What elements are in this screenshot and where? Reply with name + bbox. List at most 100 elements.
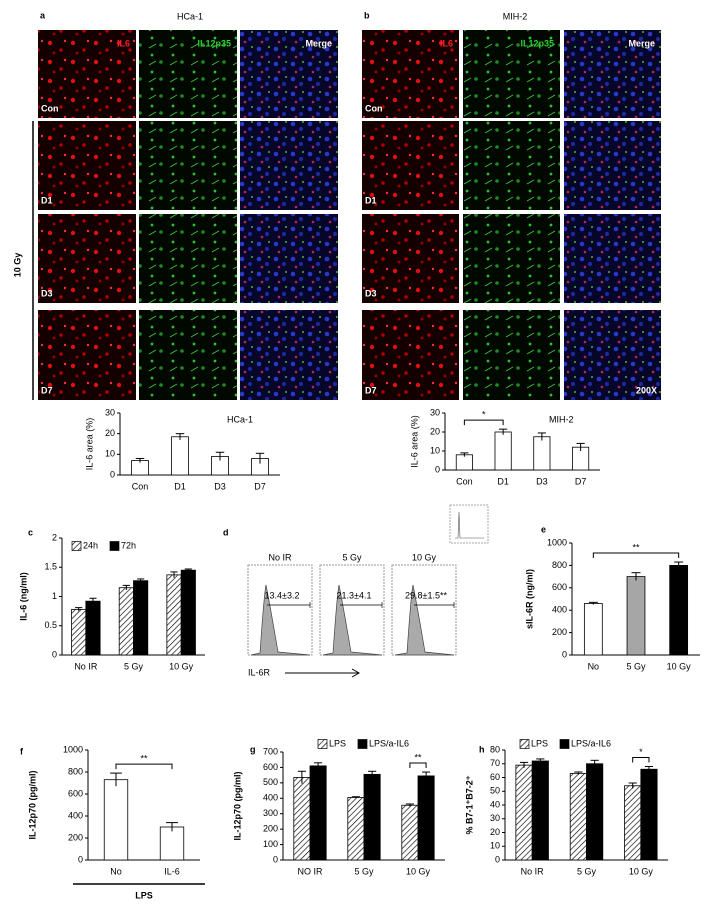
micrograph [463,121,560,210]
row-label: D7 [41,385,53,395]
row-label: D3 [365,288,377,298]
error-bar [631,572,641,581]
legend-swatch [357,739,368,749]
micrograph [139,310,237,400]
x-tick-label: Con [132,481,149,491]
bar [103,779,129,861]
arrowhead [351,668,361,678]
bar [586,763,604,861]
x-tick-label: No [588,661,600,671]
significance-label: ** [632,542,640,552]
bar [171,436,189,476]
error-bar [184,568,192,572]
bar [494,431,512,471]
y-tick-label: 40 [490,799,500,809]
panel-label: d [223,527,229,537]
legend-swatch [559,739,570,749]
x-tick-label: No IR [74,661,98,671]
error-bar [175,433,185,440]
y-axis-label: IL-6 (ng/ml) [18,572,28,621]
panel-label: b [364,10,370,20]
error-bar [674,561,684,569]
axis-label: IL-6R [248,667,271,677]
micrograph [564,121,661,210]
x-tick-label: D1 [174,481,186,491]
error-bar [537,432,546,441]
bar [85,600,101,656]
micrograph [240,214,338,303]
histogram-frame [247,564,313,656]
error-bar [590,759,599,768]
error-bar [351,796,360,799]
error-bar [215,451,225,461]
error-bar [137,578,145,583]
histogram-title: 5 Gy [342,552,362,562]
histogram-title: 10 Gy [412,552,437,562]
inset [449,504,489,544]
significance-label: * [482,410,486,420]
panel-label: e [541,524,546,534]
micrograph [564,214,661,303]
y-tick-label: 0 [495,854,500,864]
bar [531,760,549,861]
column-label: Merge [628,38,655,48]
y-axis-label: IL-12p70 (pg/ml) [27,770,37,839]
significance-label: ** [414,752,422,762]
bar [401,804,419,861]
y-tick-label: 50 [490,786,500,796]
error-bar [405,803,414,807]
bar [583,603,603,656]
y-axis-label: IL-6 area (%) [409,415,419,468]
histogram-title: No IR [268,552,292,562]
significance-bracket [592,552,680,559]
y-tick-label: 400 [552,605,567,615]
micrograph [362,214,459,303]
y-tick-label: 0 [110,469,115,479]
legend-swatch [71,541,82,551]
x-tick-label: No [110,866,122,876]
y-tick-label: 600 [68,788,83,798]
panel-label: f [20,746,24,756]
micrograph [139,121,237,210]
column-label: Merge [305,38,332,48]
x-tick-label: D7 [254,481,266,491]
micrograph [38,121,136,210]
y-tick-label: 70 [490,758,500,768]
x-tick-label: 10 Gy [406,866,431,876]
column-label: IL12p35 [520,38,554,48]
y-tick-label: 0.5 [44,620,57,630]
y-tick-label: 1 [52,591,57,601]
x-tick-label: 5 Gy [626,661,646,671]
error-bar [460,452,469,457]
legend-swatch [519,739,530,749]
y-axis-label: sIL-6R (ng/ml) [524,569,534,629]
micrograph [38,214,136,303]
y-tick-label: 400 [68,810,83,820]
y-tick-label: 0 [52,649,57,659]
y-tick-label: 30 [430,407,440,417]
row-label: D1 [41,195,53,205]
y-tick-label: 60 [490,772,500,782]
error-bar [422,771,431,780]
micrograph [463,30,560,118]
panel-label: g [250,744,256,754]
x-tick-label: No IR [521,866,545,876]
y-tick-label: 0 [273,854,278,864]
micrograph [139,214,237,303]
bar [133,580,149,656]
bar [533,436,551,471]
x-group-label: LPS [135,890,153,900]
significance-bracket [463,419,504,426]
y-tick-label: 800 [552,560,567,570]
significance-bracket [632,757,650,763]
y-tick-label: 20 [430,426,440,436]
error-bar [499,428,508,435]
row-label: D3 [41,288,53,298]
y-tick-label: 700 [263,746,278,756]
bar [131,460,149,476]
histogram-frame [319,564,385,656]
magnification: 200X [636,385,657,395]
y-tick-label: 80 [490,744,500,754]
bar [309,765,327,861]
y-tick-label: 10 [105,449,115,459]
